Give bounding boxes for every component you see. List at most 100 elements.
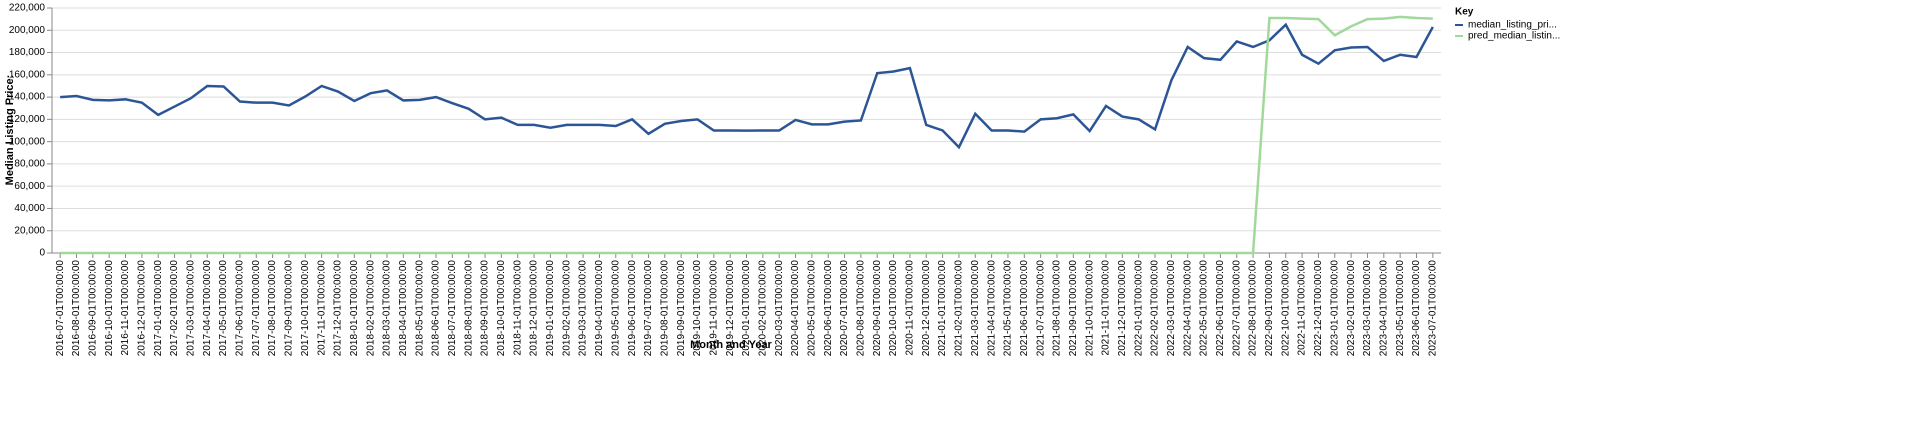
- x-tick-label: 2017-03-01T00:00:00: [186, 260, 197, 357]
- y-tick-label: 40,000: [14, 203, 45, 214]
- x-tick-label: 2021-02-01T00:00:00: [954, 260, 965, 357]
- x-tick-label: 2020-01-01T00:00:00: [741, 260, 752, 357]
- x-tick-label: 2019-08-01T00:00:00: [659, 260, 670, 357]
- y-tick-label: 80,000: [14, 159, 45, 170]
- y-tick-label: 200,000: [9, 25, 46, 36]
- x-tick-label: 2018-01-01T00:00:00: [349, 260, 360, 357]
- x-tick-label: 2022-08-01T00:00:00: [1248, 260, 1259, 357]
- x-tick-label: 2020-07-01T00:00:00: [839, 260, 850, 357]
- x-tick-label: 2021-11-01T00:00:00: [1101, 260, 1112, 356]
- y-tick-label: 20,000: [14, 225, 45, 236]
- x-tick-label: 2018-12-01T00:00:00: [529, 260, 540, 357]
- x-tick-label: 2019-05-01T00:00:00: [610, 260, 621, 357]
- x-tick-label: 2018-07-01T00:00:00: [447, 260, 458, 357]
- x-tick-label: 2020-06-01T00:00:00: [823, 260, 834, 357]
- x-tick-label: 2022-06-01T00:00:00: [1215, 260, 1226, 357]
- x-tick-label: 2022-09-01T00:00:00: [1264, 260, 1275, 357]
- x-tick-label: 2020-10-01T00:00:00: [888, 260, 899, 357]
- line-series: [60, 15, 1433, 255]
- x-tick-label: 2020-04-01T00:00:00: [790, 260, 801, 357]
- x-tick-label: 2019-02-01T00:00:00: [561, 260, 572, 357]
- x-tick-label: 2018-06-01T00:00:00: [431, 260, 442, 357]
- legend-label: median_listing_pri...: [1468, 20, 1557, 31]
- x-tick-label: 2016-12-01T00:00:00: [137, 260, 148, 357]
- x-tick-label: 2023-03-01T00:00:00: [1362, 260, 1373, 357]
- x-tick-label: 2017-11-01T00:00:00: [316, 260, 327, 356]
- x-tick-label: 2018-05-01T00:00:00: [414, 260, 425, 357]
- x-tick-label: 2022-10-01T00:00:00: [1280, 260, 1291, 357]
- x-tick-label: 2018-09-01T00:00:00: [480, 260, 491, 357]
- x-tick-label: 2017-10-01T00:00:00: [300, 260, 311, 357]
- x-tick-label: 2021-06-01T00:00:00: [1019, 260, 1030, 357]
- x-tick-label: 2017-07-01T00:00:00: [251, 260, 262, 357]
- x-tick-label: 2016-08-01T00:00:00: [71, 260, 82, 357]
- x-tick-label: 2019-01-01T00:00:00: [545, 260, 556, 357]
- x-tick-label: 2017-12-01T00:00:00: [333, 260, 344, 357]
- x-tick-label: 2020-09-01T00:00:00: [872, 260, 883, 357]
- x-tick-label: 2022-07-01T00:00:00: [1231, 260, 1242, 357]
- x-tick-label: 2017-08-01T00:00:00: [267, 260, 278, 357]
- x-tick-label: 2019-03-01T00:00:00: [578, 260, 589, 357]
- x-tick-label: 2021-04-01T00:00:00: [986, 260, 997, 357]
- x-tick-label: 2018-08-01T00:00:00: [463, 260, 474, 357]
- x-tick-label: 2019-09-01T00:00:00: [676, 260, 687, 357]
- y-axis-title: Median Listing Price:: [4, 75, 16, 186]
- x-tick-label: 2023-04-01T00:00:00: [1378, 260, 1389, 357]
- x-tick-label: 2021-05-01T00:00:00: [1003, 260, 1014, 357]
- x-tick-label: 2021-10-01T00:00:00: [1084, 260, 1095, 357]
- x-tick-label: 2021-12-01T00:00:00: [1117, 260, 1128, 357]
- x-axis-title: Month and Year: [690, 339, 772, 351]
- x-tick-label: 2019-04-01T00:00:00: [594, 260, 605, 357]
- x-tick-label: 2018-11-01T00:00:00: [512, 260, 523, 356]
- x-tick-label: 2021-01-01T00:00:00: [937, 260, 948, 357]
- x-tick-label: 2022-03-01T00:00:00: [1166, 260, 1177, 357]
- x-tick-label: 2019-06-01T00:00:00: [627, 260, 638, 357]
- x-tick-label: 2018-03-01T00:00:00: [382, 260, 393, 357]
- x-tick-label: 2023-02-01T00:00:00: [1346, 260, 1357, 357]
- x-tick-label: 2020-05-01T00:00:00: [807, 260, 818, 357]
- x-tick-label: 2023-06-01T00:00:00: [1411, 260, 1422, 357]
- x-tick-label: 2022-02-01T00:00:00: [1150, 260, 1161, 357]
- x-tick-label: 2021-08-01T00:00:00: [1052, 260, 1063, 357]
- x-tick-label: 2017-06-01T00:00:00: [235, 260, 246, 357]
- y-tick-label: 60,000: [14, 181, 45, 192]
- x-tick-label: 2017-02-01T00:00:00: [169, 260, 180, 357]
- x-tick-label: 2019-12-01T00:00:00: [725, 260, 736, 357]
- y-tick-label: 120,000: [9, 114, 46, 125]
- x-tick-label: 2022-12-01T00:00:00: [1313, 260, 1324, 357]
- x-tick-label: 2022-01-01T00:00:00: [1133, 260, 1144, 357]
- x-tick-label: 2022-05-01T00:00:00: [1199, 260, 1210, 357]
- x-tick-label: 2017-05-01T00:00:00: [218, 260, 229, 357]
- x-tick-label: 2020-12-01T00:00:00: [921, 260, 932, 357]
- x-tick-label: 2021-07-01T00:00:00: [1035, 260, 1046, 357]
- x-tick-label: 2018-10-01T00:00:00: [496, 260, 507, 357]
- x-tick-label: 2016-09-01T00:00:00: [87, 260, 98, 357]
- x-tick-label: 2022-11-01T00:00:00: [1297, 260, 1308, 356]
- x-tick-label: 2018-04-01T00:00:00: [398, 260, 409, 357]
- line-series: [60, 22, 1434, 150]
- x-tick-label: 2020-03-01T00:00:00: [774, 260, 785, 357]
- y-tick-label: 160,000: [9, 69, 46, 80]
- x-tick-label: 2023-01-01T00:00:00: [1329, 260, 1340, 357]
- y-tick-label: 180,000: [9, 47, 46, 58]
- x-tick-label: 2023-05-01T00:00:00: [1395, 260, 1406, 357]
- legend-title: Key: [1455, 7, 1474, 18]
- y-tick-label: 140,000: [9, 92, 46, 103]
- x-tick-label: 2016-10-01T00:00:00: [104, 260, 115, 357]
- x-tick-label: 2019-07-01T00:00:00: [643, 260, 654, 357]
- y-tick-label: 100,000: [9, 136, 46, 147]
- x-tick-label: 2016-07-01T00:00:00: [55, 260, 66, 357]
- legend-label: pred_median_listin...: [1468, 31, 1560, 42]
- y-tick-label: 0: [39, 248, 45, 259]
- x-tick-label: 2019-10-01T00:00:00: [692, 260, 703, 357]
- x-tick-label: 2019-11-01T00:00:00: [708, 260, 719, 356]
- x-tick-label: 2023-07-01T00:00:00: [1427, 260, 1438, 357]
- x-tick-label: 2021-03-01T00:00:00: [970, 260, 981, 357]
- x-tick-label: 2018-02-01T00:00:00: [365, 260, 376, 357]
- x-tick-label: 2022-04-01T00:00:00: [1182, 260, 1193, 357]
- x-tick-label: 2020-02-01T00:00:00: [757, 260, 768, 357]
- x-tick-label: 2021-09-01T00:00:00: [1068, 260, 1079, 357]
- x-tick-label: 2017-01-01T00:00:00: [153, 260, 164, 357]
- y-tick-label: 220,000: [9, 3, 46, 14]
